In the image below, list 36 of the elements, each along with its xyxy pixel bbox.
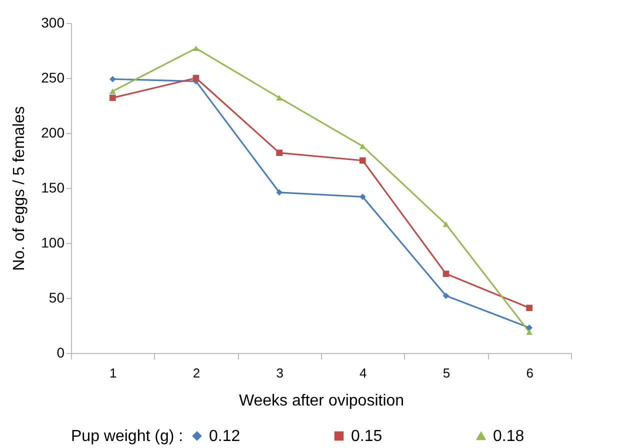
point [442,270,450,277]
point [526,329,532,335]
y-tick-label: 300 [41,14,65,30]
x-tick-label: 1 [110,366,117,380]
x-axis-title: Weeks after oviposition [238,392,404,410]
y-tick-label: 150 [41,180,65,196]
legend-title: Pup weight (g) : [71,428,184,445]
y-tick-label: 50 [48,290,65,306]
point [276,95,282,101]
point [110,76,116,82]
point [360,143,366,149]
point [110,88,116,94]
point [442,292,450,299]
y-axis-title: No. of eggs / 5 females [11,106,28,271]
point [110,94,116,101]
point [192,74,200,82]
y-tick-label: 250 [41,70,65,86]
y-tick-label: 200 [41,124,65,140]
x-tick-label: 2 [192,366,200,380]
x-tick-label: 5 [442,366,450,380]
point [526,324,532,331]
point [276,150,282,156]
legend-label: 0.18 [493,428,524,445]
point [360,194,366,200]
y-tick-label: 100 [41,234,65,250]
x-tick-label: 6 [526,366,534,380]
point [442,222,450,228]
point [276,189,282,196]
legend-label: 0.12 [209,428,240,445]
x-tick-label: 4 [360,366,367,380]
x-tick-label: 3 [276,366,284,380]
point [526,304,532,312]
point [192,46,200,52]
legend-label: 0.15 [351,428,382,445]
y-tick-label: 0 [56,344,65,360]
point [360,157,366,164]
